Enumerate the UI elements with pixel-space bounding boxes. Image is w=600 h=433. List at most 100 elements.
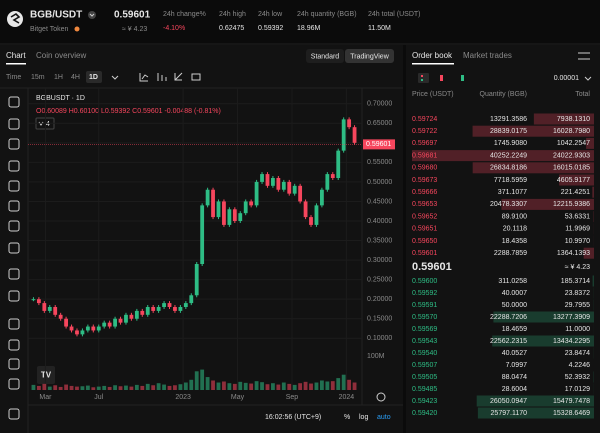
y-tick-label: 0.30000: [367, 257, 392, 264]
price: 0.59570: [412, 314, 437, 321]
candle: [156, 307, 161, 311]
candle: [292, 185, 297, 194]
total: 13277.3909: [553, 314, 590, 321]
candle: [134, 310, 139, 319]
settings-icon[interactable]: [578, 52, 590, 60]
tool-icon[interactable]: [8, 200, 20, 212]
total: 53.6331: [565, 213, 590, 220]
draw-icon[interactable]: [174, 72, 183, 81]
quantity: 26834.8186: [490, 165, 527, 172]
scale-option[interactable]: log: [359, 414, 368, 421]
tab[interactable]: Order book: [412, 51, 453, 60]
volume-bar: [58, 386, 63, 390]
volume-bar: [80, 386, 85, 390]
camera-icon[interactable]: [191, 73, 201, 81]
candle: [124, 314, 128, 323]
volume-bar: [352, 382, 357, 390]
candle: [216, 201, 221, 218]
candle: [238, 213, 243, 221]
tool-icon[interactable]: [8, 358, 20, 370]
tool-icon[interactable]: [8, 339, 20, 351]
total: 12215.9386: [553, 201, 590, 208]
total: 23.8474: [565, 350, 590, 357]
volume-bar: [276, 384, 281, 390]
tool-icon[interactable]: [8, 220, 20, 232]
x-tick-label: Sep: [286, 394, 299, 401]
chevron: [89, 13, 95, 17]
price: 0.59697: [412, 140, 437, 147]
precision-dropdown[interactable]: [584, 76, 592, 81]
tool-icon[interactable]: [8, 242, 20, 254]
settings-icon[interactable]: [376, 392, 386, 402]
quantity: 1745.9080: [494, 140, 527, 147]
view-asks[interactable]: [440, 75, 443, 81]
scale-option[interactable]: %: [344, 414, 350, 421]
x-tick-label: May: [231, 394, 245, 401]
view-bids[interactable]: [461, 75, 464, 81]
precision[interactable]: 0.00001: [554, 75, 579, 82]
interval[interactable]: 1D: [89, 74, 98, 81]
pair-dropdown[interactable]: [88, 11, 96, 19]
interval-highlight: [86, 71, 102, 83]
tool-icon[interactable]: [8, 378, 20, 390]
tool-icon[interactable]: [8, 268, 20, 280]
last-price-label: 0.59601: [366, 141, 391, 148]
view-icon: [421, 79, 423, 81]
candle: [91, 326, 96, 331]
volume-bar: [205, 377, 210, 390]
tool-icon[interactable]: [8, 138, 20, 150]
candle: [287, 181, 292, 194]
order-book-panel: [406, 45, 600, 433]
total: 15328.6469: [553, 410, 590, 417]
volume-bar: [47, 386, 52, 390]
quantity: 40.0007: [502, 290, 527, 297]
pair[interactable]: BGB/USDT: [30, 10, 82, 21]
view-both[interactable]: [418, 73, 429, 83]
candle: [336, 150, 341, 178]
candle: [129, 314, 134, 319]
total: 24022.9303: [553, 152, 590, 159]
tool-icon[interactable]: [8, 290, 20, 302]
candle: [271, 178, 275, 186]
quantity: 22288.7206: [490, 314, 527, 321]
volume-bar: [107, 386, 112, 390]
quantity: 26050.0947: [490, 398, 527, 405]
stat-value: 0.62475: [219, 25, 244, 32]
price: 0.59653: [412, 201, 437, 208]
tool-icon[interactable]: [8, 118, 20, 130]
tool-icon[interactable]: [8, 408, 20, 420]
view-button-bg: [306, 49, 344, 63]
interval[interactable]: 4H: [71, 74, 80, 81]
tab[interactable]: Coin overview: [36, 51, 86, 60]
tool-icon[interactable]: [8, 160, 20, 172]
scale-option[interactable]: auto: [377, 414, 391, 421]
candle: [85, 326, 90, 331]
view-button[interactable]: Standard: [311, 53, 340, 60]
volume-bar: [265, 384, 270, 390]
view-button[interactable]: TradingView: [350, 53, 389, 60]
indicator-icon[interactable]: [139, 73, 149, 82]
bar-type-icon[interactable]: [157, 73, 167, 81]
price: 0.59569: [412, 326, 437, 333]
volume-bar: [319, 380, 324, 390]
quantity: 7718.5959: [494, 177, 527, 184]
depth-bar: [472, 162, 594, 174]
tool-icon[interactable]: [8, 180, 20, 192]
tab[interactable]: Chart: [6, 51, 26, 60]
tab-underline: [412, 63, 454, 65]
interval[interactable]: 1H: [54, 74, 63, 81]
volume-bar: [113, 385, 117, 390]
candle: [118, 318, 123, 323]
tab[interactable]: Market trades: [463, 51, 512, 60]
candle: [167, 303, 172, 307]
price: 0.59543: [412, 338, 437, 345]
interval-dropdown[interactable]: [111, 75, 119, 80]
tool-icon[interactable]: [8, 96, 20, 108]
volume-bar: [287, 383, 292, 390]
stat-value: -4.10%: [163, 25, 185, 32]
interval[interactable]: 15m: [31, 74, 45, 81]
volume-bar: [96, 386, 101, 390]
tool-icon[interactable]: [8, 318, 20, 330]
y-tick-label: 0.70000: [367, 101, 392, 108]
